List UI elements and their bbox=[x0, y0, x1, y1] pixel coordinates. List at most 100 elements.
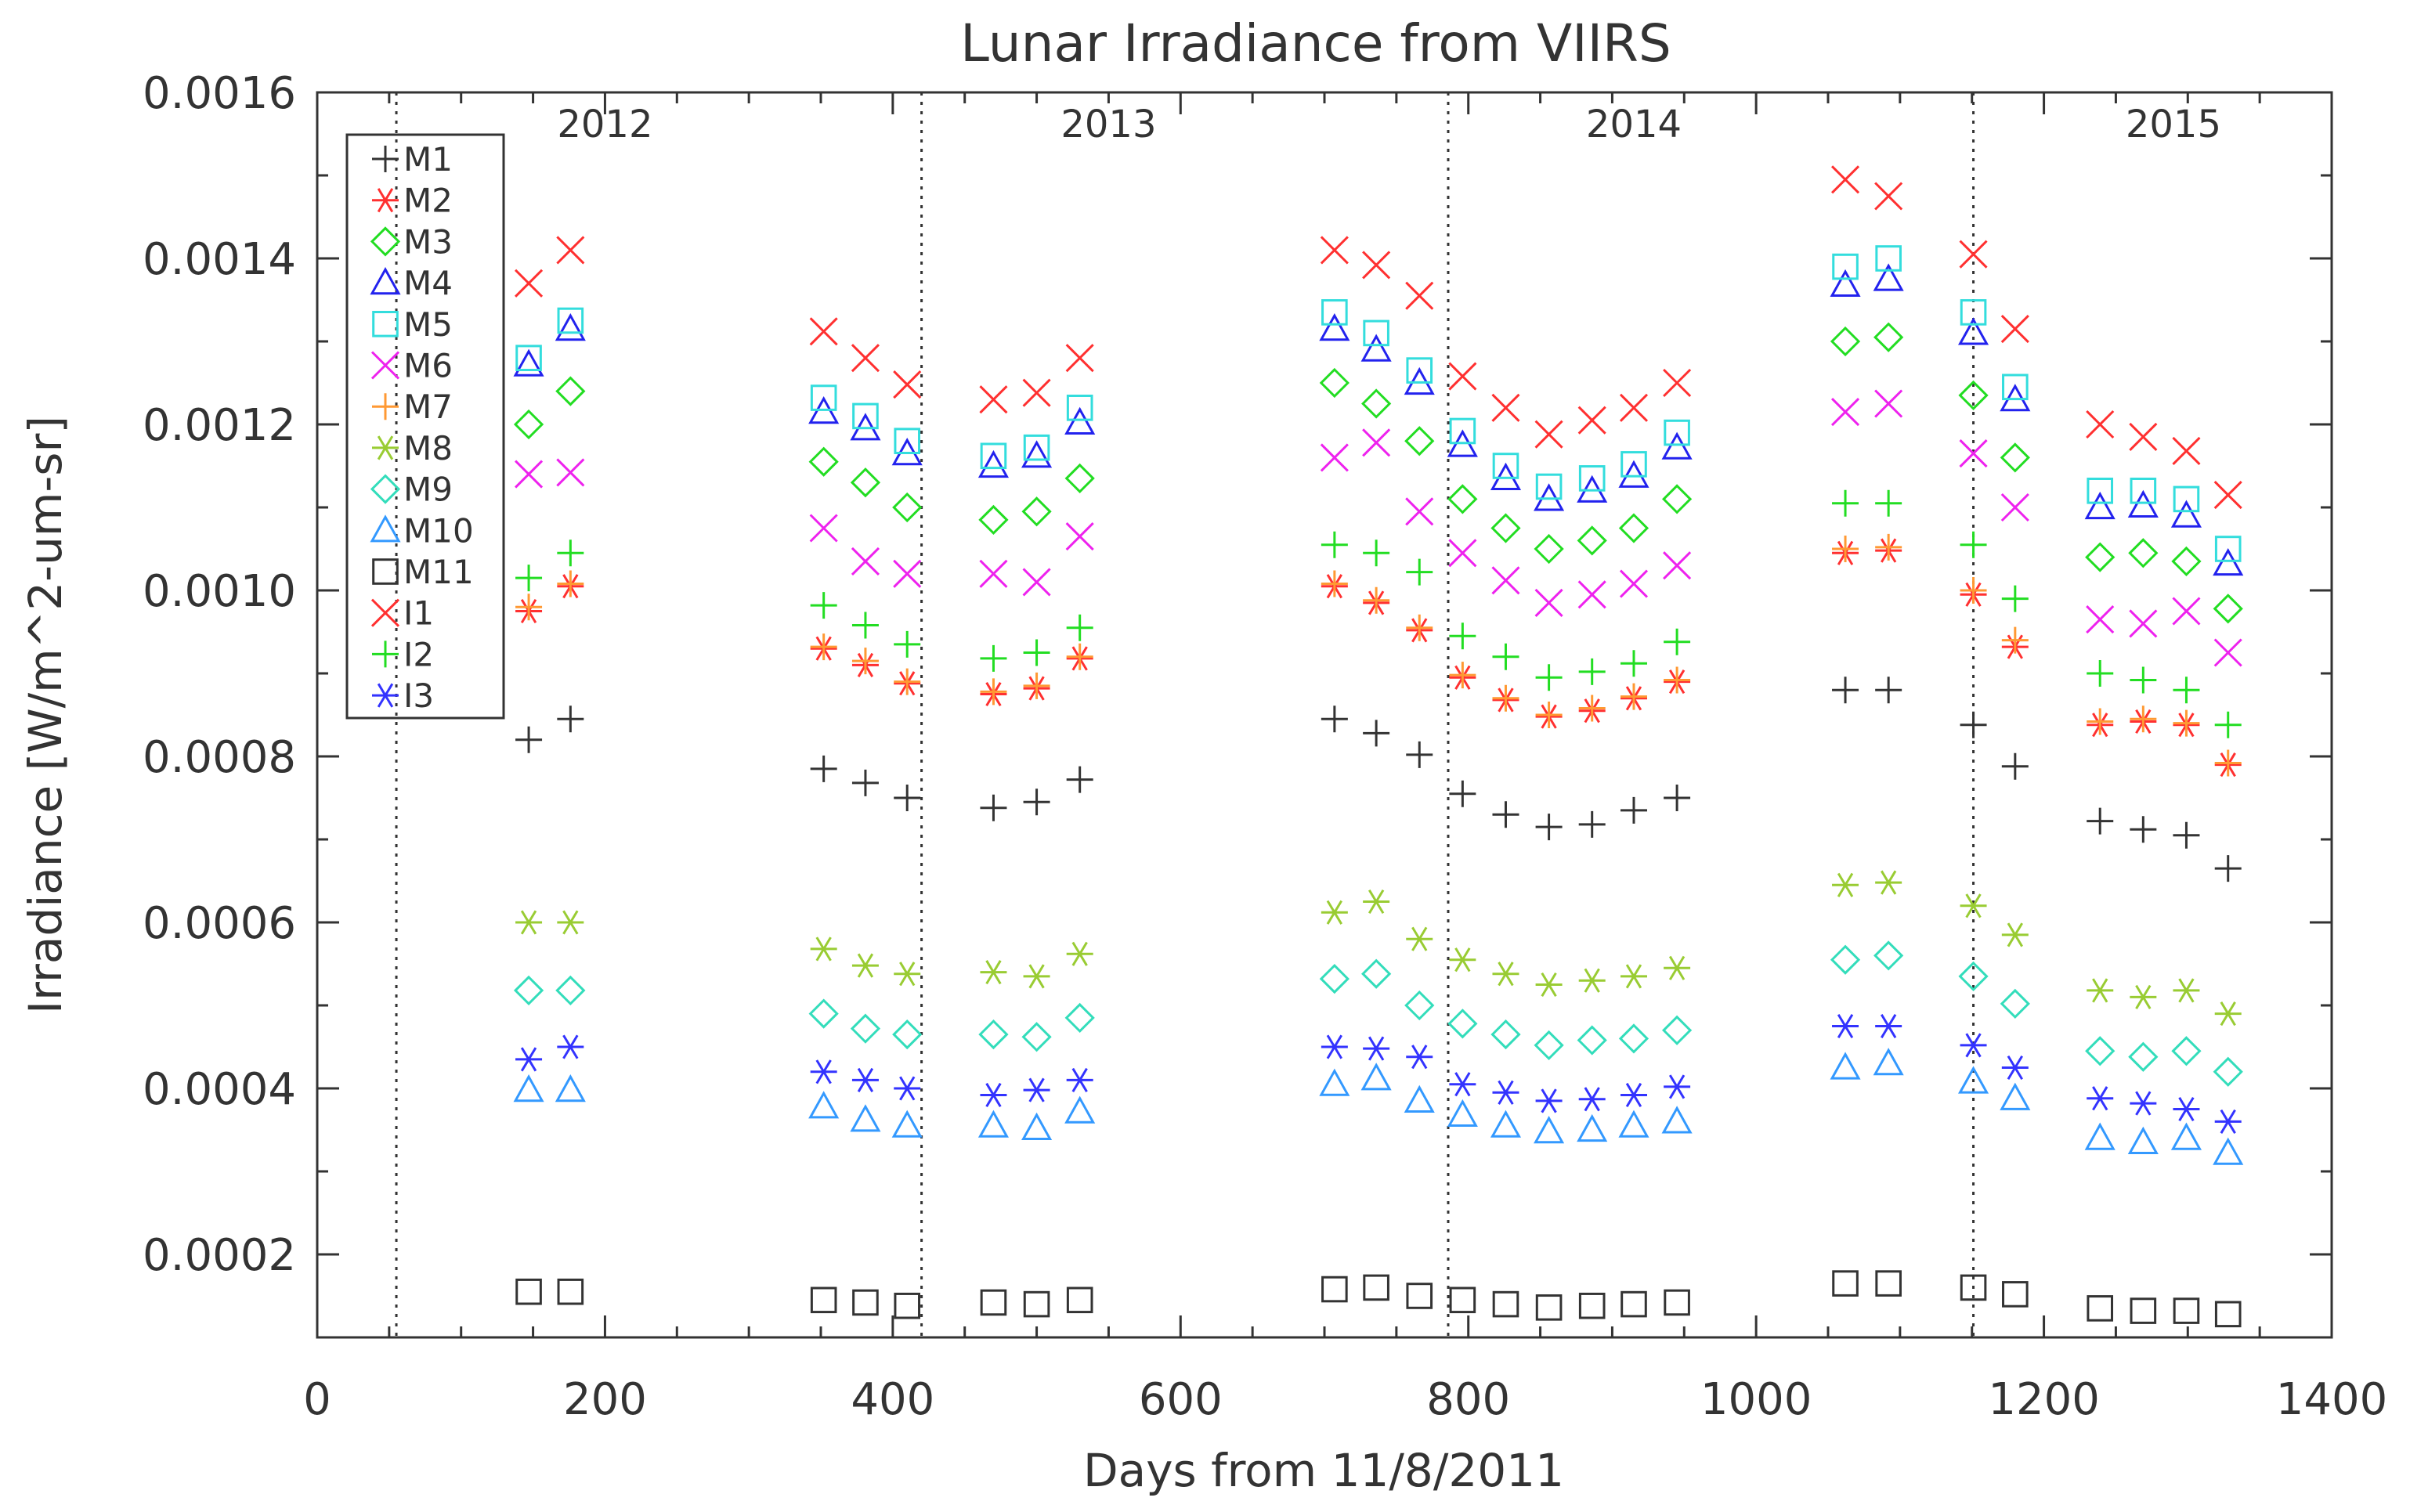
data-point bbox=[2170, 1122, 2202, 1150]
data-point bbox=[851, 612, 879, 639]
data-point bbox=[1960, 1033, 1987, 1058]
data-point bbox=[2213, 638, 2242, 667]
data-point bbox=[1406, 1045, 1433, 1070]
legend-label-m8: M8 bbox=[403, 429, 453, 467]
data-point bbox=[1492, 684, 1519, 712]
data-point bbox=[2213, 547, 2244, 576]
data-point bbox=[1535, 972, 1563, 998]
data-point bbox=[1960, 711, 1987, 738]
y-tick-label: 0.0002 bbox=[143, 1230, 296, 1281]
data-point bbox=[2130, 1297, 2157, 1324]
year-boundary-lines bbox=[395, 92, 1975, 1337]
data-point bbox=[1832, 677, 1859, 704]
y-axis-label: Irradiance [W/m^2-um-sr] bbox=[19, 416, 72, 1014]
data-point bbox=[1363, 720, 1390, 747]
legend-marker-m2 bbox=[372, 188, 399, 213]
series-m9 bbox=[513, 940, 2243, 1087]
data-point bbox=[1404, 990, 1435, 1021]
data-point bbox=[1577, 406, 1606, 435]
data-point bbox=[1406, 1283, 1433, 1309]
legend-marker-m7 bbox=[372, 393, 399, 420]
data-point bbox=[1661, 484, 1693, 514]
series-m10 bbox=[513, 1048, 2244, 1165]
legend-box bbox=[345, 133, 505, 720]
data-point bbox=[979, 559, 1008, 588]
data-point bbox=[513, 975, 544, 1006]
data-point bbox=[1490, 1019, 1521, 1050]
data-point bbox=[1874, 389, 1903, 418]
data-point bbox=[1492, 801, 1519, 828]
data-point bbox=[1534, 1030, 1564, 1061]
data-point bbox=[1021, 496, 1052, 527]
data-point bbox=[1490, 1110, 1522, 1138]
data-point bbox=[1023, 788, 1050, 816]
data-point bbox=[1319, 963, 1350, 994]
data-point bbox=[1535, 473, 1563, 500]
data-point bbox=[2214, 1109, 2242, 1134]
data-point bbox=[1874, 182, 1903, 211]
data-point bbox=[1619, 569, 1649, 598]
data-point bbox=[1830, 944, 1861, 975]
data-point bbox=[557, 705, 584, 733]
data-point bbox=[1066, 766, 1093, 793]
series-m8 bbox=[515, 870, 2242, 1027]
data-point bbox=[1321, 705, 1348, 733]
y-axis-tick-labels: 0.0002 0.0004 0.0006 0.0008 0.0010 0.0012 0.00… bbox=[143, 68, 296, 1281]
year-labels: 2012 2013 2014 2015 bbox=[557, 103, 2221, 146]
data-point bbox=[1663, 551, 1692, 580]
data-point bbox=[1535, 1088, 1563, 1113]
data-point bbox=[1959, 240, 1988, 269]
data-point bbox=[850, 467, 881, 498]
x-tick-label: 1200 bbox=[1988, 1374, 2100, 1425]
data-point bbox=[1065, 344, 1094, 373]
data-point bbox=[555, 376, 586, 406]
data-point bbox=[979, 385, 1008, 414]
data-point bbox=[1066, 1286, 1093, 1314]
data-point bbox=[2130, 666, 2157, 694]
data-point bbox=[1021, 1022, 1052, 1052]
data-point bbox=[1363, 586, 1390, 614]
legend-label-i2: I2 bbox=[403, 635, 434, 673]
data-point bbox=[2214, 749, 2242, 777]
data-point bbox=[1873, 263, 1904, 291]
data-point bbox=[980, 960, 1007, 985]
legend-label-m1: M1 bbox=[403, 140, 453, 179]
data-point bbox=[1832, 872, 1859, 897]
legend-marker-i1 bbox=[370, 598, 400, 627]
data-point bbox=[1578, 810, 1606, 838]
legend-marker-m5 bbox=[372, 311, 399, 337]
data-point bbox=[808, 998, 839, 1029]
data-point bbox=[1535, 664, 1563, 691]
data-point bbox=[1449, 1286, 1476, 1314]
data-point bbox=[1492, 1290, 1519, 1318]
data-point bbox=[515, 345, 542, 371]
data-point bbox=[2087, 1086, 2114, 1111]
data-point bbox=[2086, 410, 2115, 439]
data-point bbox=[1620, 1082, 1647, 1108]
x-tick-label: 600 bbox=[1139, 1374, 1223, 1425]
data-point bbox=[2173, 1096, 2200, 1122]
data-point bbox=[1363, 1036, 1390, 1061]
data-point bbox=[556, 236, 585, 265]
data-point bbox=[894, 630, 921, 658]
data-point bbox=[1449, 780, 1476, 807]
data-point bbox=[1875, 870, 1902, 895]
y-tick-label: 0.0006 bbox=[143, 898, 296, 949]
data-point bbox=[1360, 334, 1392, 362]
x-tick-label: 1000 bbox=[1700, 1374, 1812, 1425]
data-point bbox=[557, 910, 584, 935]
data-point bbox=[2173, 677, 2200, 704]
data-point bbox=[2173, 978, 2200, 1003]
data-point bbox=[513, 409, 544, 440]
data-point bbox=[1621, 1290, 1647, 1318]
data-point bbox=[2001, 922, 2029, 947]
data-point bbox=[555, 313, 586, 341]
data-point bbox=[2087, 978, 2114, 1003]
data-point bbox=[2000, 442, 2030, 473]
legend-marker-i3 bbox=[372, 683, 399, 708]
data-point bbox=[2214, 711, 2242, 738]
data-point bbox=[1663, 368, 1692, 398]
data-point bbox=[1960, 893, 1987, 918]
data-point bbox=[556, 458, 585, 487]
